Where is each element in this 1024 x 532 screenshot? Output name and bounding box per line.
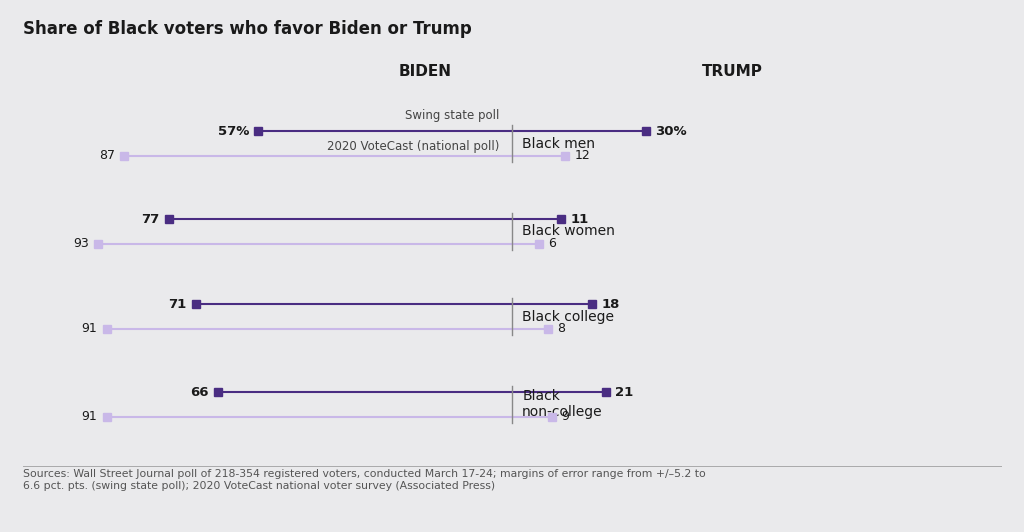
Text: 91: 91	[82, 410, 97, 423]
Text: 66: 66	[190, 386, 209, 398]
Text: 18: 18	[601, 298, 620, 311]
Text: BIDEN: BIDEN	[398, 64, 452, 79]
Text: 21: 21	[614, 386, 633, 398]
Text: 93: 93	[73, 237, 88, 250]
Text: 30%: 30%	[655, 125, 686, 138]
Text: Black
non-college: Black non-college	[522, 389, 603, 419]
Text: 6: 6	[548, 237, 556, 250]
Text: 11: 11	[570, 213, 589, 226]
Text: 8: 8	[557, 322, 565, 335]
Text: 71: 71	[168, 298, 186, 311]
Text: TRUMP: TRUMP	[701, 64, 763, 79]
Text: 12: 12	[574, 149, 591, 162]
Text: Black college: Black college	[522, 310, 614, 323]
Text: Share of Black voters who favor Biden or Trump: Share of Black voters who favor Biden or…	[23, 20, 471, 38]
Text: 87: 87	[99, 149, 116, 162]
Text: Black women: Black women	[522, 225, 615, 238]
Text: Black men: Black men	[522, 137, 595, 151]
Text: Sources: Wall Street Journal poll of 218-354 registered voters, conducted March : Sources: Wall Street Journal poll of 218…	[23, 469, 706, 491]
Text: 2020 VoteCast (national poll): 2020 VoteCast (national poll)	[328, 140, 500, 153]
Text: 57%: 57%	[217, 125, 249, 138]
Text: 9: 9	[561, 410, 569, 423]
Text: 91: 91	[82, 322, 97, 335]
Text: 77: 77	[141, 213, 160, 226]
Text: Swing state poll: Swing state poll	[406, 109, 500, 122]
